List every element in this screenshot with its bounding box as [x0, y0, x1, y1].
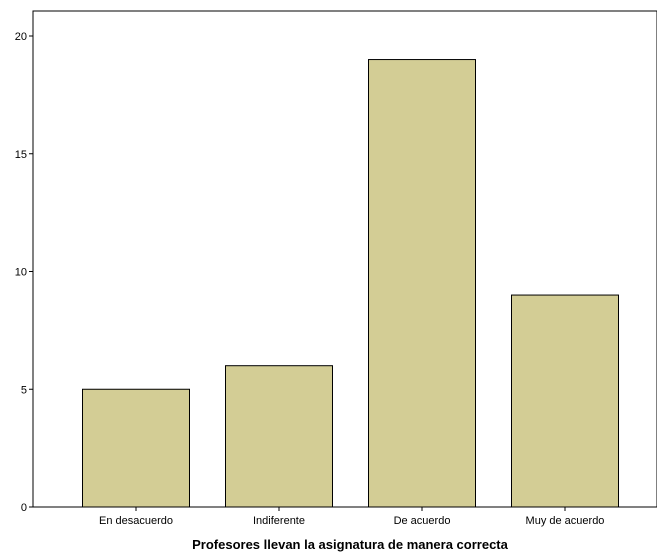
- y-tick-label: 20: [15, 31, 27, 43]
- bar: [225, 365, 333, 508]
- x-category-label: Indiferente: [253, 515, 305, 527]
- x-category-label: De acuerdo: [394, 515, 451, 527]
- y-tick-label: 15: [15, 149, 27, 161]
- bar: [368, 59, 476, 508]
- bar: [511, 294, 619, 508]
- x-axis-title: Profesores llevan la asignatura de maner…: [192, 537, 509, 552]
- x-category-label: En desacuerdo: [99, 515, 173, 527]
- y-tick-label: 0: [21, 502, 27, 514]
- bar: [82, 388, 190, 508]
- y-tick-label: 5: [21, 384, 27, 396]
- x-axis: En desacuerdo Indiferente De acuerdo Muy de…: [99, 507, 604, 527]
- y-axis: 0 5 10 15 20: [15, 31, 33, 514]
- x-category-label: Muy de acuerdo: [526, 515, 605, 527]
- bars: [82, 59, 619, 508]
- y-tick-label: 10: [15, 267, 27, 279]
